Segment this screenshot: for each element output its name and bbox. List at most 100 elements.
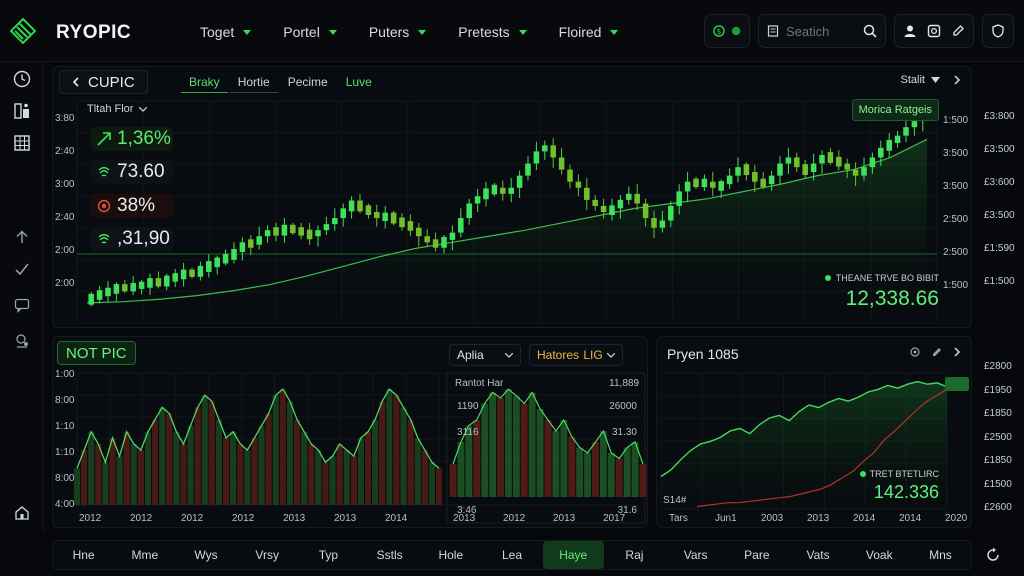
bottom-tab-raj[interactable]: Raj: [625, 548, 644, 562]
bottom-tab-hne[interactable]: Hne: [72, 548, 95, 562]
series-line: [76, 388, 440, 469]
nav-item-floired[interactable]: Floired: [545, 18, 633, 46]
candle-body: [180, 269, 187, 280]
search-box[interactable]: [758, 14, 886, 48]
tab-pecime[interactable]: Pecime: [287, 75, 328, 89]
area-bar: [237, 444, 244, 505]
rail-grid[interactable]: [11, 132, 33, 154]
bottom-tab-vars[interactable]: Vars: [683, 548, 708, 562]
nav-label: Floired: [558, 24, 602, 40]
settings-dot-icon[interactable]: [910, 347, 920, 357]
candle-body: [743, 164, 750, 176]
bottom-tab-voak[interactable]: Voak: [865, 548, 893, 562]
bottom-tab-vrsy[interactable]: Vrsy: [255, 548, 279, 562]
candle-body: [130, 282, 136, 292]
candle-body: [785, 157, 792, 164]
bottom-tab-typ[interactable]: Typ: [318, 548, 339, 562]
inner-label: Rantot Har: [455, 378, 504, 389]
stat-value: 73.60: [117, 161, 165, 182]
candle-body: [718, 181, 724, 191]
candle-body: [701, 178, 708, 188]
y-axis-label: £1500: [984, 478, 1012, 490]
rail-clock[interactable]: [11, 68, 33, 90]
select-value: Aplia: [457, 348, 484, 362]
panel-title[interactable]: CUPIC: [59, 70, 148, 94]
rail-docs[interactable]: [11, 100, 33, 122]
bottom-tab-lea[interactable]: Lea: [502, 548, 523, 562]
candle-body: [365, 205, 372, 215]
bottom-tab-mns[interactable]: Mns: [929, 548, 952, 562]
candle-body: [642, 203, 649, 219]
candle-body: [533, 151, 540, 164]
y-axis-label: 3:500: [943, 148, 968, 159]
rail-chat[interactable]: [11, 294, 33, 316]
area-bar: [272, 395, 279, 505]
settings-icon[interactable]: [927, 24, 941, 38]
area-bar: [102, 462, 109, 505]
bottom-tab-haye[interactable]: Haye: [542, 541, 604, 569]
notifications-button[interactable]: [982, 14, 1014, 48]
chevron-down-icon: [931, 77, 940, 83]
chevron-down-icon: [243, 29, 252, 35]
area-bar: [400, 407, 407, 505]
left-rail: [0, 62, 44, 532]
refresh-icon: [987, 547, 999, 561]
secondary-title: NOT PIC: [57, 341, 136, 365]
area-bar: [322, 462, 329, 505]
bottom-tab-wys[interactable]: Wys: [194, 548, 218, 562]
bottom-tab-hole[interactable]: Hole: [438, 548, 464, 562]
bottom-tab-sstls[interactable]: Sstls: [376, 548, 403, 562]
area-bar: [343, 450, 350, 505]
rail-check[interactable]: [11, 258, 33, 280]
indicator-label: Tltah Flor: [87, 103, 134, 115]
user-icon[interactable]: [903, 24, 917, 38]
refresh-button[interactable]: [980, 542, 1006, 568]
tab-luve[interactable]: Luve: [345, 75, 372, 89]
candle-body: [147, 278, 153, 288]
line-chart[interactable]: S14# Tars Jun1 2003 2013 2014 2014 2020: [657, 337, 973, 529]
edit-icon[interactable]: [951, 24, 965, 38]
rail-profile[interactable]: [11, 330, 33, 352]
moving-average-badge[interactable]: Morica Ratgeis: [851, 99, 939, 121]
edit-icon[interactable]: [932, 347, 942, 357]
area-bar: [599, 431, 607, 497]
nav-item-toget[interactable]: Toget: [186, 18, 265, 46]
bottom-tab-pare[interactable]: Pare: [744, 548, 770, 562]
candle-body: [357, 200, 363, 212]
area-bar: [584, 453, 592, 497]
area-chart[interactable]: 1:00 8:00 1:10 1:10 8:00 4:00 2012 2012 2012 2012…: [53, 337, 649, 529]
nav-item-puters[interactable]: Puters: [355, 18, 440, 46]
area-bar: [230, 431, 237, 505]
svg-text:$: $: [717, 27, 722, 36]
nav-item-pretests[interactable]: Pretests: [444, 18, 540, 46]
tab-braky[interactable]: Braky: [181, 72, 228, 93]
rail-upload[interactable]: [11, 226, 33, 248]
bottom-tab-mme[interactable]: Mme: [131, 548, 159, 562]
hatores-select[interactable]: Hatores LIG: [529, 344, 623, 366]
rail-home[interactable]: [11, 502, 33, 524]
area-bar: [152, 419, 159, 505]
nav-item-portel[interactable]: Portel: [269, 18, 351, 46]
search-input[interactable]: [786, 23, 856, 39]
chevron-down-icon: [518, 29, 527, 35]
candle-body: [466, 203, 472, 219]
tab-hortie[interactable]: Hortie: [229, 72, 278, 93]
select-value: Hatores: [537, 348, 580, 362]
timeframe-select[interactable]: Stalit: [901, 74, 940, 86]
indicator-select[interactable]: Tltah Flor: [87, 103, 148, 115]
candle-body: [374, 212, 380, 219]
y-axis-label: 3:00: [55, 179, 75, 190]
candle-body: [407, 221, 414, 231]
area-bar: [286, 401, 293, 505]
y-axis-label: £2800: [984, 361, 1012, 372]
logo-icon: [10, 18, 36, 44]
chevron-down-icon: [139, 106, 148, 112]
chevron-right-icon[interactable]: [954, 75, 961, 85]
candle-body: [516, 175, 523, 188]
bottom-tab-vats[interactable]: Vats: [806, 548, 830, 562]
performance-title: Pryen 1085: [667, 346, 739, 362]
aplia-select[interactable]: Aplia: [449, 344, 521, 366]
status-toggle[interactable]: $: [704, 14, 750, 48]
search-icon[interactable]: [863, 24, 877, 38]
chevron-right-icon[interactable]: [954, 347, 961, 357]
